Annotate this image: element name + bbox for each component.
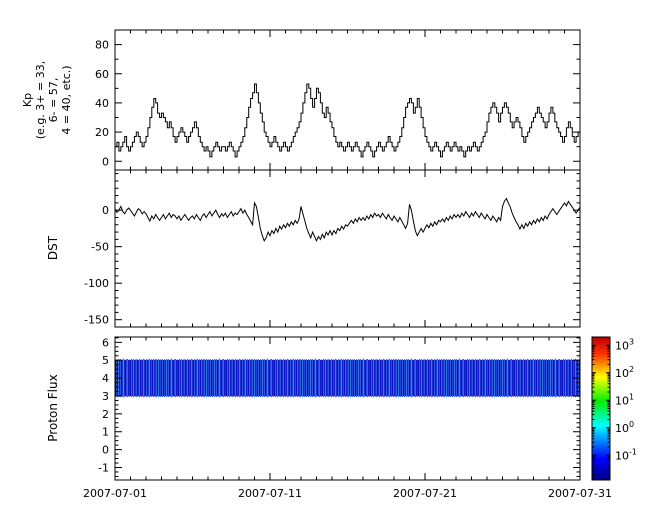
flux-ylabel: Proton Flux bbox=[46, 374, 60, 441]
proton-flux-spectrogram-ytick-label: 6 bbox=[102, 336, 109, 349]
x-tick-label-3: 2007-07-21 bbox=[393, 487, 457, 500]
x-tick-label-1: 2007-07-01 bbox=[83, 487, 147, 500]
kp-ylabel-line-2: (e.g. 3+ = 33, bbox=[34, 61, 47, 139]
x-tick-label-4: 2007-07-31 bbox=[548, 487, 612, 500]
kp-ylabel-line-1: Kp bbox=[21, 93, 34, 107]
proton-flux-spectrogram-ytick-label: 5 bbox=[102, 354, 109, 367]
kp-ylabel-line-3: 6- = 57, bbox=[47, 78, 60, 123]
flux-band bbox=[115, 358, 581, 398]
kp-index-ytick-label: 80 bbox=[95, 39, 109, 52]
proton-flux-spectrogram-ytick-label: 4 bbox=[102, 372, 109, 385]
kp-index-ytick-label: 40 bbox=[95, 97, 109, 110]
kp-index-ytick-label: 60 bbox=[95, 68, 109, 81]
kp-index-ytick-label: 20 bbox=[95, 126, 109, 139]
kp-index-ytick-label: 0 bbox=[102, 155, 109, 168]
dst-index-line bbox=[115, 197, 580, 243]
dst-ylabel: DST bbox=[46, 235, 60, 260]
dst-panel-border bbox=[114, 169, 581, 328]
dst-index-ytick-label: -100 bbox=[84, 277, 109, 290]
plot-dynamic-layer: 0 20 40 60 80 0 -50 -100 -150 6 5 4 3 2 1 0 -1 bbox=[84, 29, 581, 480]
kp-ylabel-line-4: 4 = 40, etc.) bbox=[60, 65, 73, 134]
colorbar bbox=[591, 336, 611, 481]
proton-flux-spectrogram-ytick-label: -1 bbox=[98, 461, 109, 474]
proton-flux-spectrogram-ytick-label: 0 bbox=[102, 444, 109, 457]
dst-index-ytick-label: 0 bbox=[102, 204, 109, 217]
proton-flux-spectrogram-ytick-label: 3 bbox=[102, 390, 109, 403]
x-tick-label-2: 2007-07-11 bbox=[238, 487, 302, 500]
dst-index-ytick-label: -50 bbox=[91, 241, 109, 254]
x-axis-tick-labels: 2007-07-01 2007-07-11 2007-07-21 2007-07… bbox=[83, 487, 612, 500]
proton-flux-spectrogram-ytick-label: 2 bbox=[102, 408, 109, 421]
kp-ylabel: Kp (e.g. 3+ = 33, 6- = 57, 4 = 40, etc.) bbox=[21, 61, 73, 139]
proton-flux-spectrogram-ytick-label: 1 bbox=[102, 426, 109, 439]
series-lines bbox=[115, 83, 580, 243]
y-tick-labels: 0 20 40 60 80 0 -50 -100 -150 6 5 4 3 2 1 0 -1 bbox=[84, 39, 109, 475]
dst-index-ytick-label: -150 bbox=[84, 314, 109, 327]
flux-panel-border bbox=[114, 336, 581, 481]
kp-index-line bbox=[115, 83, 580, 158]
